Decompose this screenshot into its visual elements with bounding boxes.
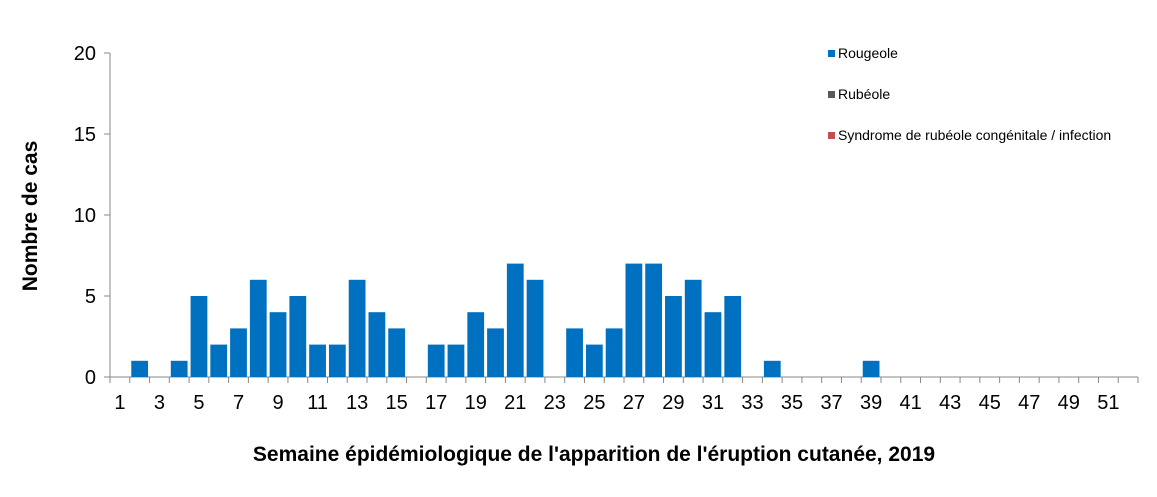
bar-week-27 bbox=[625, 263, 643, 377]
bar-week-19 bbox=[467, 312, 485, 377]
bar-week-21 bbox=[506, 263, 524, 377]
x-tick-label: 39 bbox=[860, 392, 882, 414]
x-tick-label: 11 bbox=[307, 392, 328, 414]
bar-week-25 bbox=[585, 344, 603, 377]
legend-label: Rubéole bbox=[838, 86, 890, 102]
bar-week-34 bbox=[763, 360, 781, 377]
x-tick-label: 9 bbox=[272, 392, 283, 414]
y-axis-title: Nombre de cas bbox=[19, 141, 42, 292]
x-tick-label: 35 bbox=[781, 392, 803, 414]
x-tick-label: 41 bbox=[900, 392, 922, 414]
bar-week-18 bbox=[447, 344, 465, 377]
y-tick-label: 15 bbox=[74, 124, 96, 146]
bar-week-8 bbox=[249, 279, 267, 377]
x-tick-label: 45 bbox=[979, 392, 1001, 414]
bar-week-29 bbox=[665, 296, 682, 377]
x-tick-label: 29 bbox=[662, 392, 684, 414]
bar-week-26 bbox=[605, 328, 623, 377]
x-tick-label: 43 bbox=[939, 392, 961, 414]
bar-week-7 bbox=[230, 328, 247, 377]
bar-week-17 bbox=[427, 344, 445, 377]
bar-week-14 bbox=[368, 312, 386, 377]
x-tick-label: 17 bbox=[425, 392, 447, 414]
x-tick-label: 49 bbox=[1058, 392, 1080, 414]
y-tick-label: 10 bbox=[74, 205, 96, 227]
x-tick-label: 51 bbox=[1097, 392, 1119, 414]
bar-week-13 bbox=[348, 279, 366, 377]
bar-week-6 bbox=[210, 344, 228, 377]
bar-week-2 bbox=[131, 360, 149, 377]
x-tick-label: 3 bbox=[154, 392, 165, 414]
bar-week-31 bbox=[704, 312, 722, 377]
bar-week-28 bbox=[645, 263, 663, 377]
bar-week-11 bbox=[309, 344, 326, 377]
legend-swatch bbox=[828, 50, 835, 57]
x-axis-title: Semaine épidémiologique de l'apparition … bbox=[253, 443, 935, 466]
x-tick-label: 5 bbox=[193, 392, 204, 414]
bar-week-39 bbox=[862, 360, 880, 377]
x-tick-label: 21 bbox=[504, 392, 526, 414]
x-tick-label: 27 bbox=[623, 392, 645, 414]
bar-week-20 bbox=[487, 328, 504, 377]
bar-week-9 bbox=[269, 312, 287, 377]
bar-week-12 bbox=[328, 344, 346, 377]
y-tick-label: 5 bbox=[85, 286, 96, 308]
bar-week-5 bbox=[190, 296, 208, 377]
x-tick-label: 37 bbox=[820, 392, 842, 414]
x-tick-label: 31 bbox=[702, 392, 724, 414]
legend-label: Rougeole bbox=[838, 45, 898, 61]
legend-swatch bbox=[828, 91, 835, 98]
bar-week-10 bbox=[289, 296, 307, 377]
legend-label: Syndrome de rubéole congénitale / infect… bbox=[838, 127, 1111, 143]
x-tick-label: 23 bbox=[544, 392, 566, 414]
x-tick-label: 7 bbox=[233, 392, 244, 414]
x-tick-label: 47 bbox=[1018, 392, 1040, 414]
x-tick-label: 1 bbox=[114, 392, 125, 414]
x-tick-label: 19 bbox=[465, 392, 487, 414]
bar-week-30 bbox=[684, 279, 702, 377]
y-tick-label: 0 bbox=[85, 367, 96, 389]
y-tick-label: 20 bbox=[74, 43, 96, 65]
legend: Rougeole Rubéole Syndrome de rubéole congé… bbox=[828, 45, 1111, 143]
bar-week-4 bbox=[170, 360, 188, 377]
bar-week-22 bbox=[526, 279, 544, 377]
legend-swatch bbox=[828, 132, 835, 139]
bar-week-32 bbox=[724, 296, 742, 377]
x-tick-label: 25 bbox=[583, 392, 605, 414]
bar-week-24 bbox=[566, 328, 583, 377]
x-tick-label: 15 bbox=[386, 392, 408, 414]
x-tick-label: 33 bbox=[741, 392, 763, 414]
bar-week-15 bbox=[388, 328, 406, 377]
x-tick-label: 13 bbox=[346, 392, 368, 414]
